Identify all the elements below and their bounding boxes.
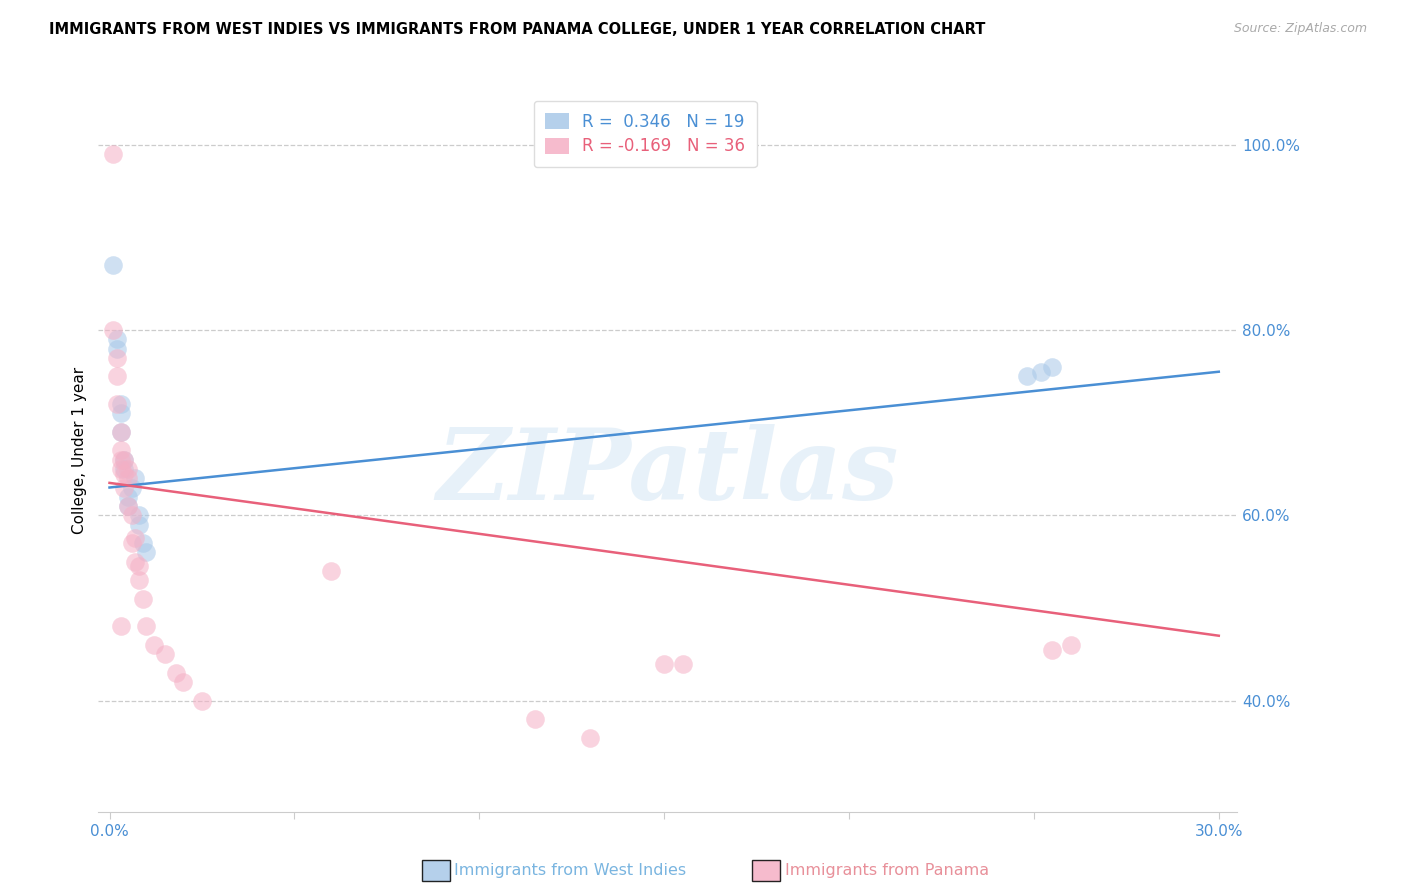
Point: [121, 481, 143, 495]
Point: [110, 425, 132, 439]
Point: [321, 564, 343, 578]
Point: [121, 536, 143, 550]
Point: [132, 536, 155, 550]
Point: [110, 443, 132, 458]
Point: [112, 467, 135, 481]
Point: [112, 481, 135, 495]
Point: [117, 462, 139, 476]
Point: [110, 452, 132, 467]
Point: [117, 490, 139, 504]
Point: [103, 323, 125, 337]
Point: [112, 452, 135, 467]
Point: [117, 471, 139, 485]
Point: [124, 471, 146, 485]
Point: [135, 545, 157, 559]
Point: [117, 499, 139, 513]
Point: [105, 342, 128, 356]
Point: [1031, 365, 1053, 379]
Point: [191, 693, 214, 707]
Text: Immigrants from West Indies: Immigrants from West Indies: [454, 863, 686, 878]
Point: [103, 147, 125, 161]
Point: [112, 452, 135, 467]
Point: [121, 508, 143, 523]
Y-axis label: College, Under 1 year: College, Under 1 year: [72, 367, 87, 534]
Point: [110, 397, 132, 411]
Point: [110, 425, 132, 439]
Point: [128, 559, 150, 574]
Point: [132, 591, 155, 606]
Point: [105, 332, 128, 346]
Point: [110, 619, 132, 633]
Point: [672, 657, 695, 671]
Point: [124, 555, 146, 569]
Point: [128, 508, 150, 523]
Point: [523, 712, 546, 726]
Point: [105, 351, 128, 365]
Point: [1060, 638, 1083, 652]
Point: [110, 406, 132, 420]
Point: [135, 619, 157, 633]
Text: Source: ZipAtlas.com: Source: ZipAtlas.com: [1233, 22, 1367, 36]
Point: [1042, 642, 1064, 657]
Point: [579, 731, 602, 745]
Point: [165, 665, 187, 680]
Point: [1042, 360, 1064, 375]
Legend: R =  0.346   N = 19, R = -0.169   N = 36: R = 0.346 N = 19, R = -0.169 N = 36: [533, 101, 756, 167]
Point: [172, 675, 194, 690]
Point: [105, 369, 128, 384]
Point: [652, 657, 675, 671]
Point: [142, 638, 165, 652]
Point: [128, 517, 150, 532]
Text: ZIPatlas: ZIPatlas: [437, 424, 898, 520]
Point: [103, 258, 125, 272]
Point: [105, 397, 128, 411]
Point: [153, 647, 176, 661]
Text: IMMIGRANTS FROM WEST INDIES VS IMMIGRANTS FROM PANAMA COLLEGE, UNDER 1 YEAR CORR: IMMIGRANTS FROM WEST INDIES VS IMMIGRANT…: [49, 22, 986, 37]
Point: [1015, 369, 1038, 384]
Point: [117, 499, 139, 513]
Text: Immigrants from Panama: Immigrants from Panama: [785, 863, 988, 878]
Point: [128, 573, 150, 587]
Point: [110, 462, 132, 476]
Point: [124, 532, 146, 546]
Point: [112, 462, 135, 476]
